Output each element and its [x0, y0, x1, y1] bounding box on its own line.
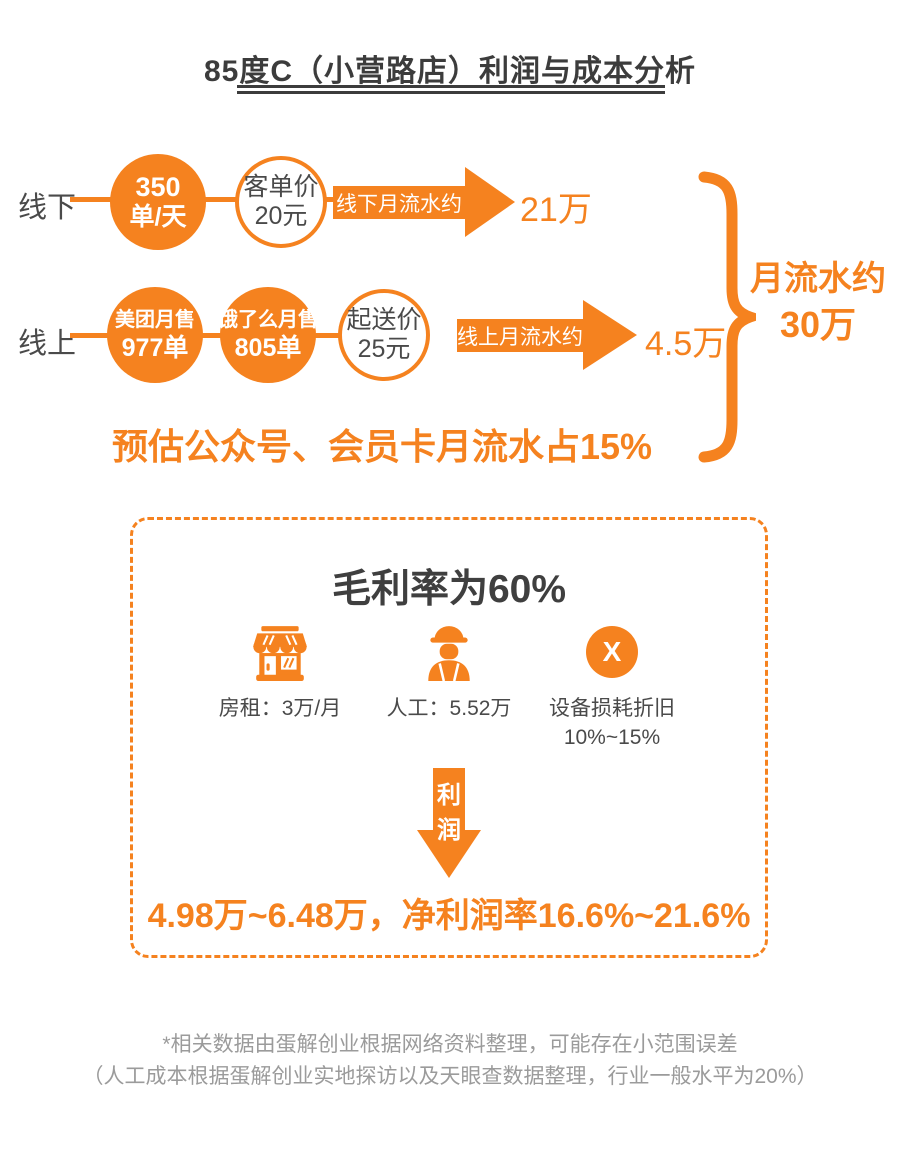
depreciation-cost-range: 10%~15% — [563, 726, 661, 749]
profit-arrow-head-icon — [417, 830, 481, 878]
gross-margin-text: 毛利率为60% — [331, 568, 567, 611]
profit-char-1: 利 — [437, 782, 461, 809]
cost-item-rent: 房租：3万/月 — [190, 620, 370, 722]
offline-price-label: 客单价 — [243, 173, 319, 201]
online-flow-arrow-banner: 线上月流水约 — [457, 319, 583, 352]
offline-row-label: 线下 — [18, 192, 77, 224]
online-meituan-node: 美团月售 977单 — [107, 287, 203, 383]
profit-arrow-shaft — [433, 768, 465, 832]
profit-char-2: 润 — [437, 817, 461, 844]
meituan-label: 美团月售 — [115, 309, 195, 331]
rent-cost-label: 房租：3万/月 — [218, 697, 342, 720]
offline-orders-value: 350 — [135, 172, 181, 202]
footnote-labor-source: （人工成本根据蛋解创业实地探访以及天眼查数据整理，行业一般水平为20%） — [82, 1065, 818, 1088]
curly-brace-icon — [698, 171, 756, 463]
storefront-icon — [253, 626, 307, 681]
membership-revenue-note: 预估公众号、会员卡月流水占15% — [112, 426, 653, 467]
min-order-label: 起送价 — [346, 306, 422, 334]
online-eleme-node: 饿了么月售 805单 — [218, 287, 318, 383]
offline-orders-node: 350 单/天 — [110, 154, 206, 250]
total-revenue-value: 30万 — [779, 304, 857, 345]
offline-orders-unit: 单/天 — [129, 203, 187, 231]
profit-arrow-label: 利 润 — [433, 778, 465, 848]
profit-analysis-box — [130, 517, 768, 958]
offline-price-node: 客单价 20元 — [235, 156, 327, 248]
offline-monthly-revenue: 21万 — [520, 191, 592, 229]
offline-arrow-head-icon — [465, 167, 515, 237]
offline-price-value: 20元 — [254, 202, 308, 230]
min-order-value: 25元 — [357, 335, 411, 363]
total-monthly-revenue: 月流水约 30万 — [740, 256, 896, 348]
labor-cost-label: 人工：5.52万 — [386, 697, 512, 720]
net-profit-result: 4.98万~6.48万，净利润率16.6%~21.6% — [147, 897, 751, 935]
online-row-label: 线上 — [18, 328, 77, 360]
meituan-value: 977单 — [121, 334, 189, 362]
offline-flow-arrow-banner: 线下月流水约 — [333, 186, 465, 219]
title-underline — [237, 85, 665, 94]
total-revenue-label: 月流水约 — [750, 260, 886, 298]
online-min-order-node: 起送价 25元 — [338, 289, 430, 381]
page-title: 85度C（小营路店）利润与成本分析 — [203, 55, 697, 88]
footnote-data-source: *相关数据由蛋解创业根据网络资料整理，可能存在小范围误差 — [162, 1033, 738, 1056]
online-arrow-head-icon — [583, 300, 637, 370]
online-monthly-revenue: 4.5万 — [645, 325, 727, 363]
cost-item-labor: 人工：5.52万 — [359, 620, 539, 722]
worker-icon — [428, 626, 470, 681]
eleme-value: 805单 — [234, 334, 302, 362]
eleme-label: 饿了么月售 — [218, 309, 318, 331]
cost-item-depreciation: X 设备损耗折旧 10%~15% — [522, 620, 702, 750]
depreciation-cost-label: 设备损耗折旧 — [549, 697, 675, 720]
x-icon: X — [586, 626, 638, 678]
